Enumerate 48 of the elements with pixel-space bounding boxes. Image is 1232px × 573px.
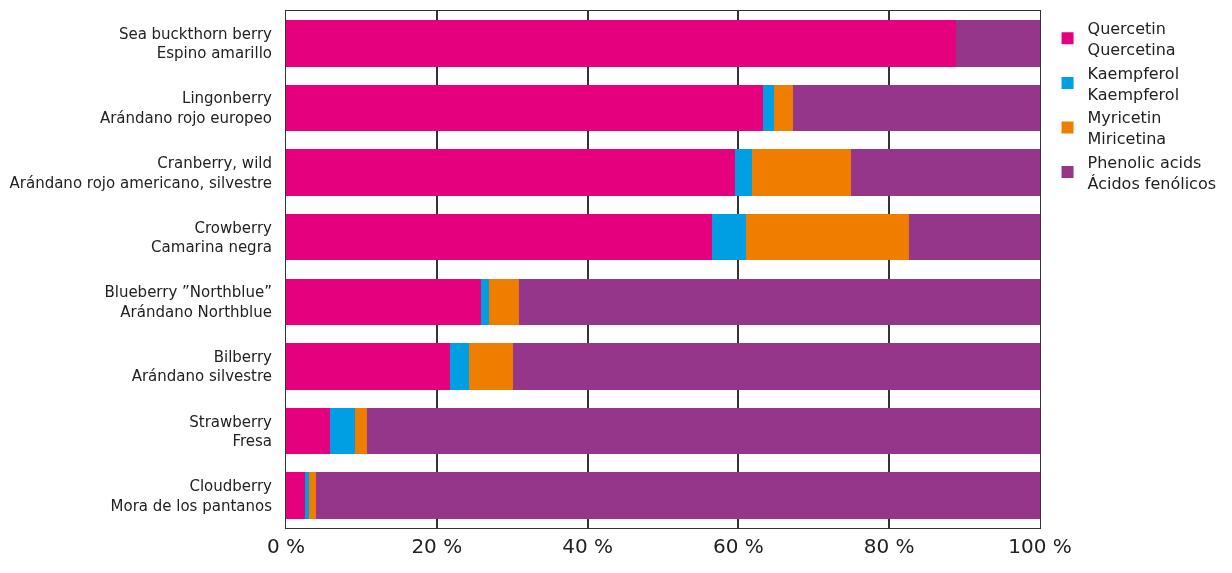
- bar: [286, 20, 957, 67]
- bar: [286, 213, 713, 261]
- legend-label: Kaempferol Kaempferol: [1087, 63, 1180, 104]
- bar: [712, 213, 746, 261]
- y-tick-label: Lingonberry Arándano rojo europeo: [99, 89, 273, 127]
- x-tick-label: 100 %: [1008, 534, 1072, 558]
- bar: [367, 407, 1040, 455]
- bar: [773, 84, 794, 132]
- bar: [304, 472, 309, 519]
- bar: [481, 278, 489, 326]
- bar: [745, 213, 909, 261]
- bar: [286, 407, 330, 455]
- bar: [908, 213, 1040, 261]
- y-tick-label: Blueberry ”Northblue” Arándano Northblue: [104, 283, 272, 321]
- bar: [518, 278, 1040, 326]
- y-tick-label: Cranberry, wild Arándano rojo americano, silvestre: [9, 154, 272, 192]
- bar: [450, 343, 470, 390]
- bar: [286, 278, 482, 326]
- y-tick-label: Sea buckthorn berry Espino amarillo: [118, 24, 273, 63]
- y-tick-label: Cloudberry Mora de los pantanos: [110, 477, 273, 515]
- legend-label: Myricetin Miricetina: [1087, 108, 1167, 149]
- bar: [286, 472, 305, 519]
- x-tick-label: 60 %: [712, 534, 764, 558]
- legend-label: Phenolic acids Ácidos fenólicos: [1087, 152, 1217, 193]
- bar: [488, 278, 519, 326]
- x-tick-label: 20 %: [411, 534, 463, 558]
- bar: [512, 343, 1040, 390]
- bar: [329, 407, 355, 455]
- bar: [469, 343, 513, 390]
- bar: [354, 407, 368, 455]
- bar: [763, 84, 774, 132]
- legend-label: Quercetin Quercetina: [1087, 19, 1176, 59]
- bar: [751, 149, 851, 196]
- bar: [286, 149, 736, 196]
- bar: [286, 84, 764, 132]
- x-tick-label: 0 %: [266, 534, 306, 558]
- bar: [316, 472, 1040, 519]
- bar: [286, 343, 451, 390]
- x-tick-label: 40 %: [562, 534, 614, 558]
- y-tick-label: Crowberry Camarina negra: [151, 218, 273, 257]
- bar: [735, 149, 752, 196]
- bar: [956, 20, 1040, 67]
- bar: [850, 149, 1040, 196]
- bar: [308, 472, 317, 519]
- y-tick-label: Strawberry Fresa: [189, 412, 273, 451]
- y-tick-label: Bilberry Arándano silvestre: [131, 347, 273, 386]
- x-tick-label: 80 %: [863, 534, 915, 558]
- bar: [793, 84, 1040, 132]
